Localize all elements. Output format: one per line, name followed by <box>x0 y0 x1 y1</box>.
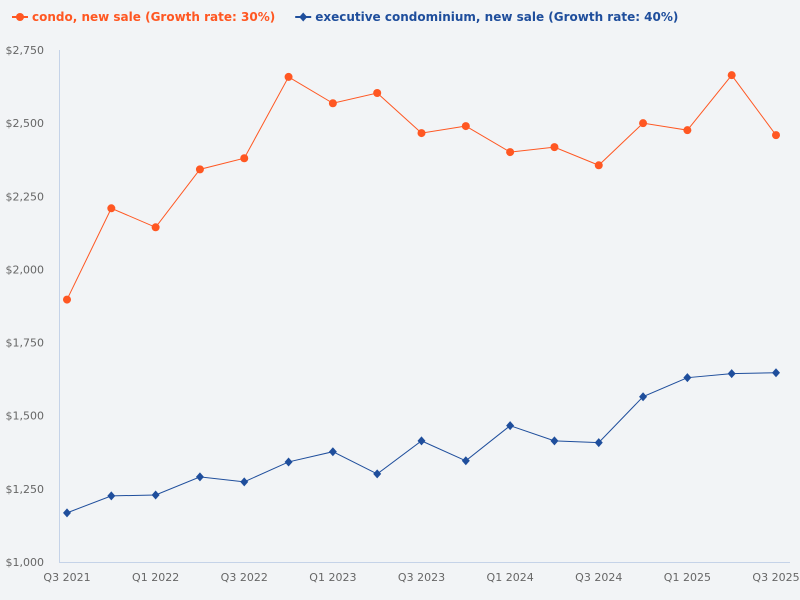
data-point[interactable] <box>373 89 382 98</box>
data-point[interactable] <box>417 436 426 446</box>
data-point[interactable] <box>373 469 382 479</box>
y-tick-label: $1,750 <box>6 337 45 350</box>
y-tick-label: $1,500 <box>6 410 45 423</box>
data-point[interactable] <box>727 369 736 379</box>
data-point[interactable] <box>284 457 293 467</box>
y-tick-labels: $1,000 $1,250 $1,500 $1,750 $2,000 $2,250 $2,5… <box>6 44 45 569</box>
data-point[interactable] <box>284 72 293 81</box>
series-condo <box>63 71 780 304</box>
data-point[interactable] <box>550 143 559 152</box>
data-point[interactable] <box>683 126 692 135</box>
x-tick-label: Q3 2024 <box>575 571 622 584</box>
x-tick-label: Q1 2024 <box>487 571 534 584</box>
data-point[interactable] <box>107 491 116 501</box>
y-tick-label: $1,250 <box>6 483 45 496</box>
x-tick-label: Q1 2022 <box>132 571 179 584</box>
legend-label: condo, new sale (Growth rate: 30%) <box>32 10 275 24</box>
legend-item[interactable]: condo, new sale (Growth rate: 30%) <box>12 10 275 24</box>
data-point[interactable] <box>328 99 337 108</box>
data-point[interactable] <box>506 421 515 431</box>
x-tick-label: Q1 2025 <box>664 571 711 584</box>
data-point[interactable] <box>594 161 603 170</box>
data-point[interactable] <box>506 148 515 157</box>
series-group <box>63 71 780 518</box>
x-tick-label: Q1 2023 <box>309 571 356 584</box>
data-point[interactable] <box>594 438 603 448</box>
y-tick-label: $1,000 <box>6 556 45 569</box>
y-tick-label: $2,750 <box>6 44 45 57</box>
data-point[interactable] <box>639 119 648 128</box>
y-tick-label: $2,000 <box>6 263 45 276</box>
data-point[interactable] <box>151 223 160 232</box>
data-point[interactable] <box>107 204 116 213</box>
data-point[interactable] <box>550 436 559 446</box>
x-tick-label: Q3 2025 <box>752 571 799 584</box>
data-point[interactable] <box>461 456 470 466</box>
data-point[interactable] <box>63 295 71 304</box>
data-point[interactable] <box>195 165 204 174</box>
data-point[interactable] <box>683 373 692 383</box>
y-tick-label: $2,500 <box>6 117 45 130</box>
x-tick-label: Q3 2023 <box>398 571 445 584</box>
series-executive-condominium <box>63 368 780 518</box>
diamond-marker-icon[interactable] <box>299 12 308 22</box>
data-point[interactable] <box>240 154 249 163</box>
data-point[interactable] <box>328 447 337 457</box>
data-point[interactable] <box>151 490 160 500</box>
data-point[interactable] <box>417 129 426 138</box>
data-point[interactable] <box>195 472 204 482</box>
x-tick-label: Q3 2022 <box>221 571 268 584</box>
legend-label: executive condominium, new sale (Growth … <box>315 10 678 24</box>
legend: condo, new sale (Growth rate: 30%) execut… <box>12 10 678 24</box>
data-point[interactable] <box>772 131 780 140</box>
circle-marker-icon[interactable] <box>16 13 24 21</box>
series-line <box>66 74 777 300</box>
data-point[interactable] <box>727 71 736 80</box>
y-tick-label: $2,250 <box>6 190 45 203</box>
data-point[interactable] <box>461 122 470 131</box>
x-tick-labels: Q3 2021 Q1 2022 Q3 2022 Q1 2023 Q3 2023 Q1 20… <box>43 571 799 584</box>
data-point[interactable] <box>63 508 71 518</box>
x-tick-label: Q3 2021 <box>43 571 90 584</box>
data-point[interactable] <box>240 477 249 487</box>
data-point[interactable] <box>772 368 780 378</box>
legend-item[interactable]: executive condominium, new sale (Growth … <box>295 10 678 24</box>
data-point[interactable] <box>639 392 648 402</box>
